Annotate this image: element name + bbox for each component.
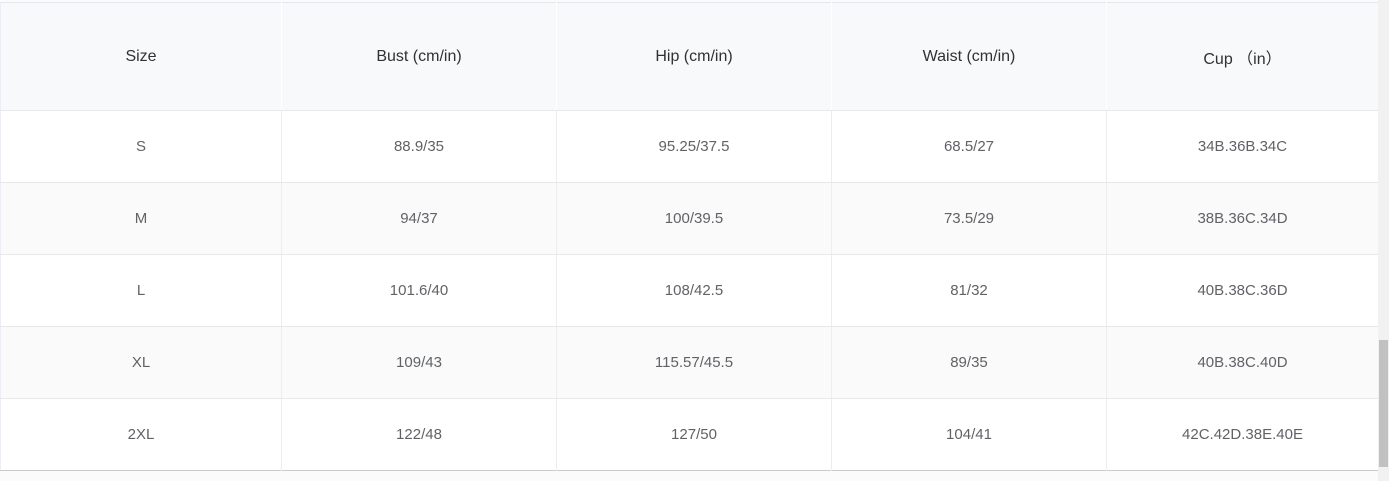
cell-waist: 81/32	[831, 254, 1107, 327]
cell-waist: 104/41	[831, 398, 1107, 471]
cell-cup: 42C.42D.38E.40E	[1106, 398, 1378, 471]
table-body: S 88.9/35 95.25/37.5 68.5/27 34B.36B.34C…	[0, 110, 1378, 471]
cell-bust: 122/48	[281, 398, 557, 471]
cell-bust: 88.9/35	[281, 110, 557, 183]
header-cell-waist: Waist (cm/in)	[831, 2, 1107, 111]
table-row-s: S 88.9/35 95.25/37.5 68.5/27 34B.36B.34C	[0, 110, 1378, 183]
cell-bust: 94/37	[281, 182, 557, 255]
table-header: Size Bust (cm/in) Hip (cm/in) Waist (cm/…	[0, 2, 1378, 111]
table-row-xl: XL 109/43 115.57/45.5 89/35 40B.38C.40D	[0, 326, 1378, 399]
size-chart-table: Size Bust (cm/in) Hip (cm/in) Waist (cm/…	[0, 2, 1378, 471]
cell-bust: 101.6/40	[281, 254, 557, 327]
cell-hip: 100/39.5	[556, 182, 832, 255]
cell-hip: 95.25/37.5	[556, 110, 832, 183]
size-chart-container: Size Bust (cm/in) Hip (cm/in) Waist (cm/…	[0, 2, 1378, 471]
header-cell-size: Size	[0, 2, 282, 111]
vertical-scrollbar-track[interactable]	[1378, 0, 1389, 481]
cell-hip: 115.57/45.5	[556, 326, 832, 399]
cell-cup: 34B.36B.34C	[1106, 110, 1378, 183]
cell-size: 2XL	[0, 398, 282, 471]
header-cell-bust: Bust (cm/in)	[281, 2, 557, 111]
cell-cup: 40B.38C.40D	[1106, 326, 1378, 399]
cell-cup: 40B.38C.36D	[1106, 254, 1378, 327]
header-row: Size Bust (cm/in) Hip (cm/in) Waist (cm/…	[0, 2, 1378, 111]
header-cell-cup: Cup （in）	[1106, 2, 1378, 111]
cell-size: XL	[0, 326, 282, 399]
cell-size: L	[0, 254, 282, 327]
cell-waist: 68.5/27	[831, 110, 1107, 183]
table-row-2xl: 2XL 122/48 127/50 104/41 42C.42D.38E.40E	[0, 398, 1378, 471]
cell-cup: 38B.36C.34D	[1106, 182, 1378, 255]
table-row-m: M 94/37 100/39.5 73.5/29 38B.36C.34D	[0, 182, 1378, 255]
cell-hip: 127/50	[556, 398, 832, 471]
cell-size: S	[0, 110, 282, 183]
table-row-l: L 101.6/40 108/42.5 81/32 40B.38C.36D	[0, 254, 1378, 327]
cell-hip: 108/42.5	[556, 254, 832, 327]
vertical-scrollbar-thumb[interactable]	[1379, 340, 1388, 467]
header-cell-hip: Hip (cm/in)	[556, 2, 832, 111]
cell-bust: 109/43	[281, 326, 557, 399]
cell-size: M	[0, 182, 282, 255]
cell-waist: 73.5/29	[831, 182, 1107, 255]
cell-waist: 89/35	[831, 326, 1107, 399]
